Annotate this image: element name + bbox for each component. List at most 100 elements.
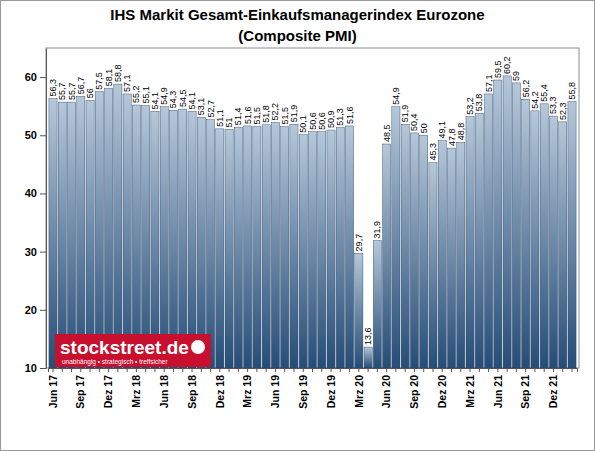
bar <box>392 107 400 368</box>
data-label: 53,8 <box>474 94 484 112</box>
x-tick-label: Mrz 18 <box>130 375 142 408</box>
x-tick-mark <box>331 368 332 372</box>
x-axis-line <box>49 369 578 373</box>
x-tick-label: Dez 18 <box>213 375 225 408</box>
bar <box>123 94 131 368</box>
bar <box>95 92 103 368</box>
bar <box>225 129 233 368</box>
y-tick: 60 <box>25 71 46 83</box>
bar <box>336 128 344 368</box>
x-tick: Dez 19 <box>325 368 337 408</box>
bar <box>318 132 326 368</box>
data-label: 50 <box>419 123 429 133</box>
x-tick: Sep 20 <box>408 368 420 409</box>
x-tick <box>562 368 563 372</box>
x-tick <box>284 368 285 372</box>
x-tick-label: Sep 21 <box>519 375 531 409</box>
x-tick-mark <box>395 368 396 372</box>
bar <box>105 88 113 368</box>
x-tick-mark <box>507 368 508 372</box>
y-tick-mark <box>40 310 46 311</box>
x-tick-mark <box>340 368 341 372</box>
x-tick <box>154 368 155 372</box>
bar <box>512 83 520 368</box>
x-tick <box>340 368 341 372</box>
data-label: 48,8 <box>456 123 466 141</box>
x-tick-label: Mrz 19 <box>241 375 253 408</box>
x-tick-mark <box>358 368 359 372</box>
bar <box>568 102 576 368</box>
bar <box>67 102 75 368</box>
bar <box>345 126 353 368</box>
x-tick-mark <box>182 368 183 372</box>
bar <box>383 144 391 368</box>
x-tick-mark <box>173 368 174 372</box>
y-tick: 30 <box>25 246 46 258</box>
x-tick-mark <box>377 368 378 372</box>
y-tick: 20 <box>25 304 46 316</box>
bar <box>216 129 224 368</box>
chart: IHS Markit Gesamt-Einkaufsmanagerindex E… <box>0 0 595 451</box>
y-tick-label: 50 <box>25 129 37 141</box>
x-tick <box>117 368 118 372</box>
x-tick <box>507 368 508 372</box>
data-label: 48,5 <box>382 124 392 142</box>
data-label: 54,9 <box>391 87 401 105</box>
x-tick: Jun 20 <box>380 368 392 408</box>
bar <box>188 111 196 368</box>
plot-frame <box>46 48 579 368</box>
data-label: 31,9 <box>372 221 382 239</box>
x-tick-label: Dez 21 <box>547 375 559 408</box>
bar <box>549 116 557 368</box>
bar <box>197 117 205 368</box>
y-tick-label: 30 <box>25 246 37 258</box>
bar <box>429 163 437 368</box>
bar <box>457 142 465 368</box>
x-tick-mark <box>99 368 100 372</box>
x-tick <box>173 368 174 372</box>
bar <box>559 122 567 368</box>
bar <box>206 120 214 368</box>
watermark-icon <box>191 340 205 354</box>
chart-frame <box>1 1 595 451</box>
bar <box>58 102 66 368</box>
bar <box>401 124 409 368</box>
data-labels: 56,355,755,756,75657,558,158,857,155,255… <box>48 56 577 345</box>
x-tick <box>451 368 452 372</box>
x-tick: Jun 21 <box>492 368 504 408</box>
x-tick: Sep 18 <box>186 368 198 409</box>
x-tick-mark <box>201 368 202 372</box>
bar <box>540 104 548 368</box>
x-tick <box>127 368 128 372</box>
x-tick <box>312 368 313 372</box>
x-tick-mark <box>312 368 313 372</box>
x-tick <box>229 368 230 372</box>
bar <box>262 125 270 368</box>
x-tick-mark <box>293 368 294 372</box>
bar <box>373 241 381 368</box>
x-tick: Dez 18 <box>213 368 225 408</box>
x-tick <box>321 368 322 372</box>
x-tick-mark <box>238 368 239 372</box>
y-tick-mark <box>40 368 46 369</box>
x-tick-label: Sep 20 <box>408 375 420 409</box>
bar <box>49 99 57 368</box>
x-tick-mark <box>460 368 461 372</box>
x-tick-mark <box>108 368 109 372</box>
bar <box>151 111 159 368</box>
x-tick <box>349 368 350 372</box>
x-tick-label: Jun 19 <box>269 375 281 408</box>
x-tick-mark <box>164 368 165 372</box>
y-tick-label: 10 <box>25 362 37 374</box>
x-tick-mark <box>414 368 415 372</box>
bar <box>179 109 187 368</box>
y-tick-label: 20 <box>25 304 37 316</box>
bar <box>447 148 455 368</box>
x-tick-label: Dez 17 <box>102 375 114 408</box>
x-tick-mark <box>562 368 563 372</box>
bar <box>299 135 307 368</box>
x-tick-label: Dez 20 <box>436 375 448 408</box>
x-tick <box>99 368 100 372</box>
y-tick-label: 60 <box>25 71 37 83</box>
x-tick-mark <box>275 368 276 372</box>
